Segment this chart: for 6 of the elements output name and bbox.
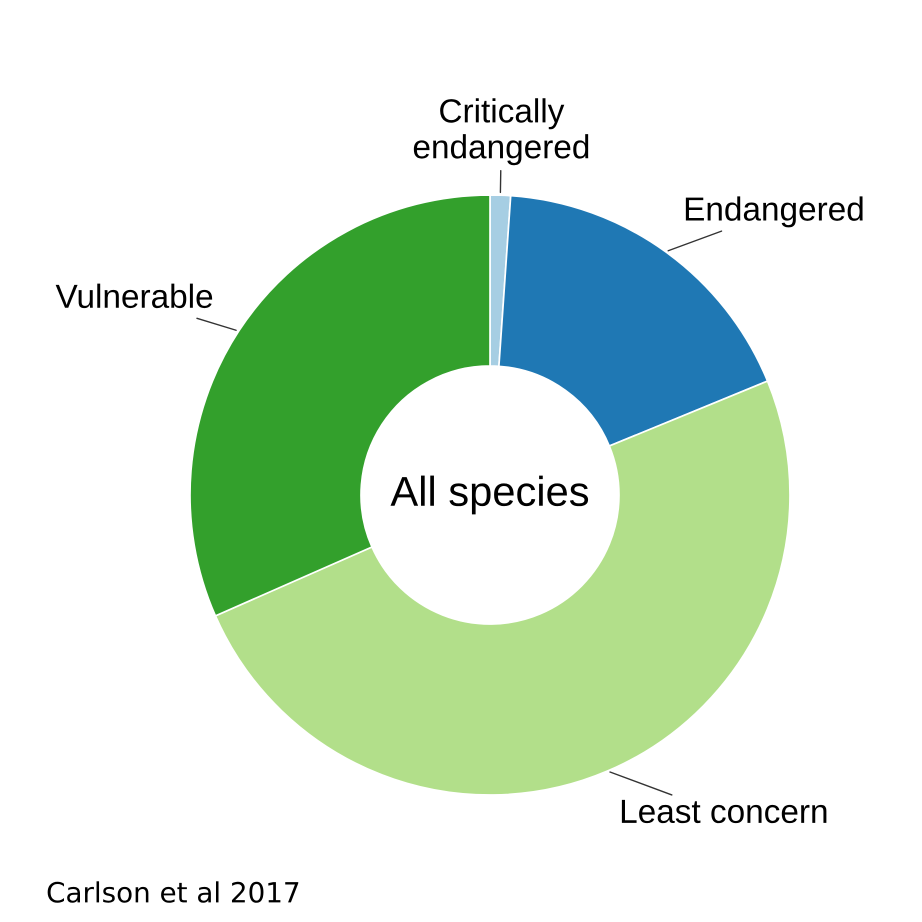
text: All species	[390, 476, 588, 514]
slice-label: Least concern	[622, 800, 826, 824]
slice-label: Vulnerable	[56, 284, 212, 308]
slice-label: Endangered	[686, 196, 863, 228]
slice-label: Critically endangered	[414, 98, 588, 166]
text: Carlson et al 2017	[48, 881, 298, 903]
